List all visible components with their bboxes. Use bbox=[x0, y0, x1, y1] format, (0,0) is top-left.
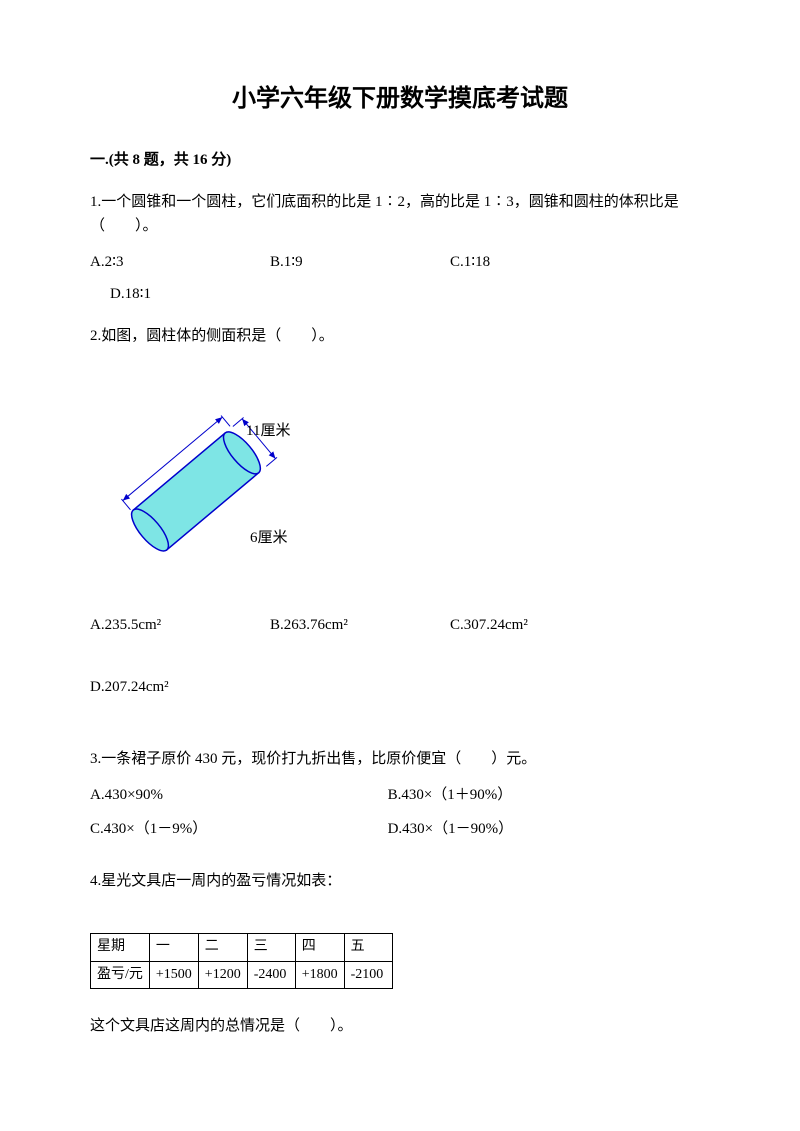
q3-options: A.430×90% B.430×（1＋90%） C.430×（1－9%） D.4… bbox=[90, 783, 710, 851]
cell: -2100 bbox=[344, 961, 392, 988]
label-diameter: 6厘米 bbox=[250, 529, 288, 546]
q2-options-row1: A.235.5cm² B.263.76cm² C.307.24cm² bbox=[90, 613, 710, 637]
cell: 五 bbox=[344, 934, 392, 961]
q4-text2: 这个文具店这周内的总情况是（ ）。 bbox=[90, 1014, 710, 1038]
q1-optC: C.1∶18 bbox=[450, 250, 620, 274]
q3-optA: A.430×90% bbox=[90, 783, 388, 807]
q4-text: 4.星光文具店一周内的盈亏情况如表： bbox=[90, 869, 710, 893]
cell: +1500 bbox=[149, 961, 198, 988]
q2-optB: B.263.76cm² bbox=[270, 613, 440, 637]
cell-header: 盈亏/元 bbox=[91, 961, 150, 988]
page-title: 小学六年级下册数学摸底考试题 bbox=[90, 80, 710, 118]
cell: 四 bbox=[295, 934, 344, 961]
q1-optB: B.1∶9 bbox=[270, 250, 440, 274]
cell: 一 bbox=[149, 934, 198, 961]
question-2: 2.如图，圆柱体的侧面积是（ ）。 11厘米 6厘米 A.2 bbox=[90, 324, 710, 729]
cell: -2400 bbox=[247, 961, 295, 988]
cell: +1800 bbox=[295, 961, 344, 988]
cell: +1200 bbox=[198, 961, 247, 988]
cell-header: 星期 bbox=[91, 934, 150, 961]
q2-text: 2.如图，圆柱体的侧面积是（ ）。 bbox=[90, 324, 710, 348]
label-length: 11厘米 bbox=[246, 422, 290, 439]
q4-table: 星期 一 二 三 四 五 盈亏/元 +1500 +1200 -2400 +180… bbox=[90, 933, 393, 989]
q2-optD: D.207.24cm² bbox=[90, 675, 710, 699]
q3-text: 3.一条裙子原价 430 元，现价打九折出售，比原价便宜（ ）元。 bbox=[90, 747, 710, 771]
q3-optD: D.430×（1－90%） bbox=[388, 817, 686, 841]
table-row: 盈亏/元 +1500 +1200 -2400 +1800 -2100 bbox=[91, 961, 393, 988]
q2-optA: A.235.5cm² bbox=[90, 613, 260, 637]
question-3: 3.一条裙子原价 430 元，现价打九折出售，比原价便宜（ ）元。 A.430×… bbox=[90, 747, 710, 851]
q1-optA: A.2∶3 bbox=[90, 250, 260, 274]
q1-text: 1.一个圆锥和一个圆柱，它们底面积的比是 1∶2，高的比是 1∶3，圆锥和圆柱的… bbox=[90, 190, 710, 238]
table-row: 星期 一 二 三 四 五 bbox=[91, 934, 393, 961]
q3-optC: C.430×（1－9%） bbox=[90, 817, 388, 841]
q1-optD: D.18∶1 bbox=[110, 282, 710, 306]
question-1: 1.一个圆锥和一个圆柱，它们底面积的比是 1∶2，高的比是 1∶3，圆锥和圆柱的… bbox=[90, 190, 710, 306]
q3-optB: B.430×（1＋90%） bbox=[388, 783, 686, 807]
cylinder-figure: 11厘米 6厘米 bbox=[120, 380, 340, 580]
q1-options: A.2∶3 B.1∶9 C.1∶18 bbox=[90, 250, 710, 274]
section-header: 一.(共 8 题，共 16 分) bbox=[90, 148, 710, 172]
q2-optC: C.307.24cm² bbox=[450, 613, 620, 637]
cell: 三 bbox=[247, 934, 295, 961]
cell: 二 bbox=[198, 934, 247, 961]
question-4: 4.星光文具店一周内的盈亏情况如表： 星期 一 二 三 四 五 盈亏/元 +15… bbox=[90, 869, 710, 1038]
